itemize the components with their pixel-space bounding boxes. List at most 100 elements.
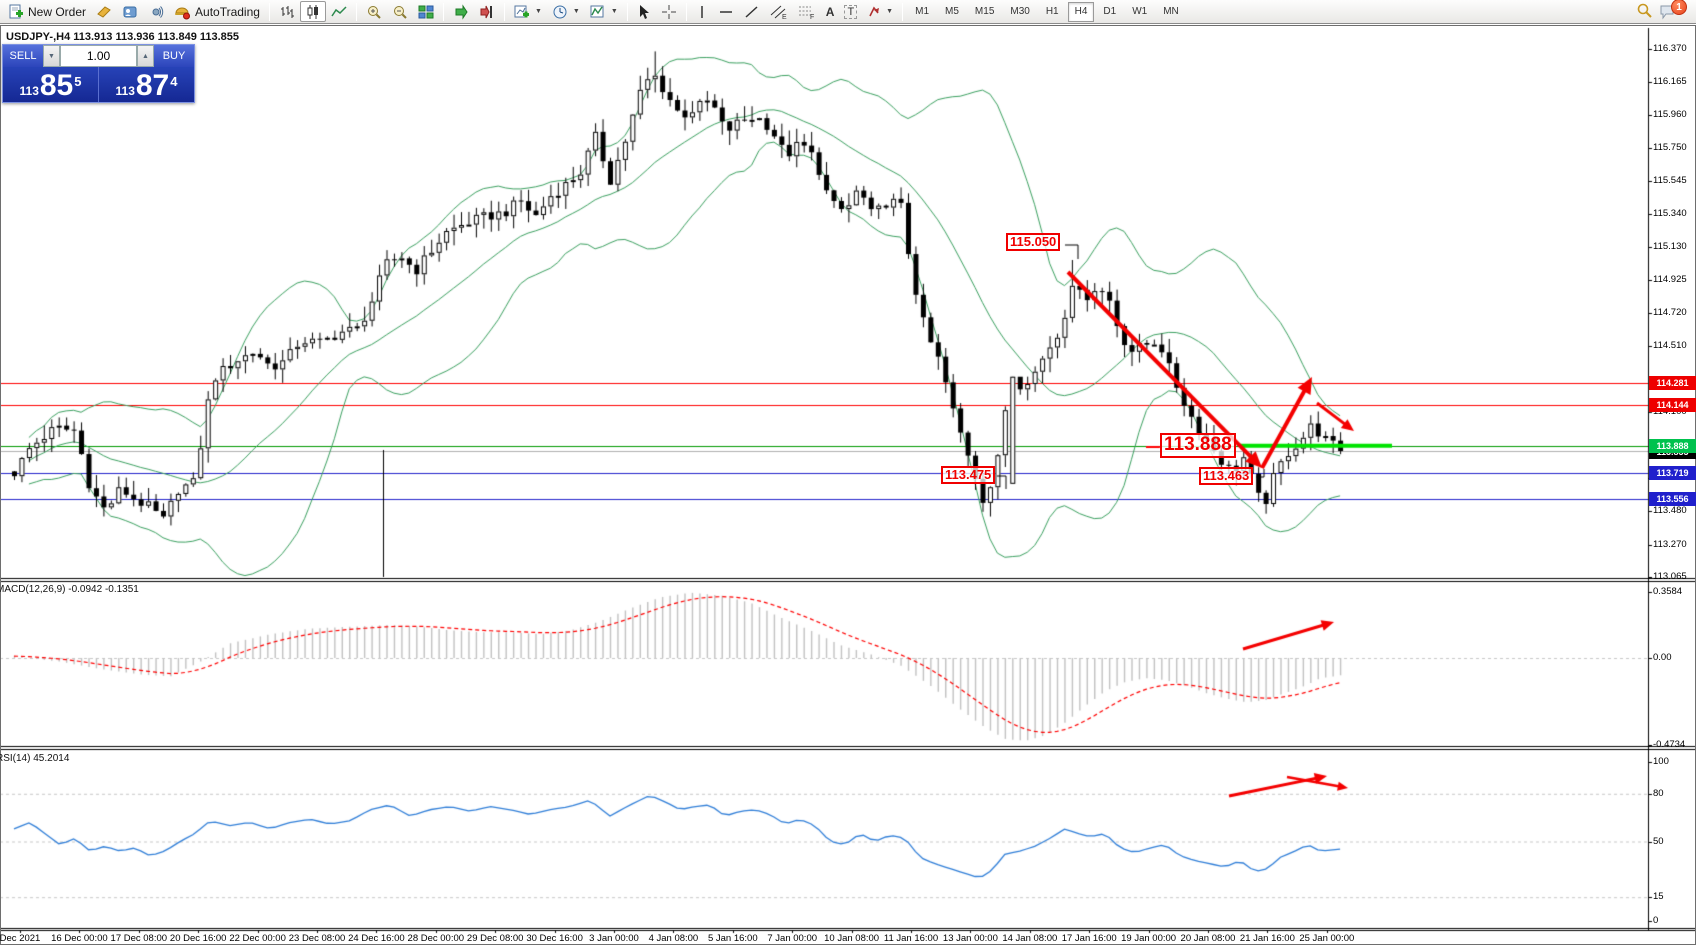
price-tick: 113.480 [1653, 504, 1687, 516]
time-label: 5 Jan 16:00 [707, 933, 758, 944]
new-order-icon [8, 4, 24, 20]
chat-icon[interactable]: 1 [1659, 0, 1687, 20]
auto-scroll-button[interactable] [448, 1, 474, 22]
price-tick: 115.130 [1653, 241, 1687, 253]
price-annotation[interactable]: 113.475 [941, 466, 996, 485]
templates-dropdown[interactable]: ▼ [585, 1, 623, 22]
time-label: 7 Jan 00:00 [767, 933, 818, 944]
time-label: 25 Jan 00:00 [1299, 933, 1355, 944]
timeframe-MN[interactable]: MN [1163, 6, 1179, 17]
macd-tick: 0.00 [1653, 652, 1672, 663]
time-label: 23 Dec 08:00 [288, 933, 346, 944]
channel-icon: E [770, 4, 788, 20]
candlestick-chart-button[interactable] [299, 1, 326, 22]
price-tick: 116.165 [1653, 75, 1687, 87]
time-label: 13 Jan 00:00 [942, 933, 998, 944]
signal-icon [148, 4, 164, 20]
price-annotation[interactable]: 115.050 [1006, 233, 1061, 252]
rsi-tick: 15 [1653, 891, 1664, 903]
chart-title: USDJPY-,H4 113.913 113.936 113.849 113.8… [6, 31, 240, 43]
time-label: 17 Jan 16:00 [1061, 933, 1117, 944]
notification-badge[interactable]: 1 [1671, 0, 1687, 15]
zoom-in-button[interactable] [361, 1, 387, 22]
new-order-button[interactable]: New Order [3, 1, 91, 22]
price-tick: 113.065 [1653, 571, 1687, 583]
timeframe-H4[interactable]: H4 [1067, 1, 1095, 22]
timeframe-D1[interactable]: D1 [1103, 6, 1117, 17]
equidistant-channel-tool[interactable]: E [765, 1, 793, 22]
search-icon[interactable] [1636, 2, 1653, 22]
profiles-button[interactable] [117, 1, 143, 22]
timeframe-M15[interactable]: M15 [974, 6, 995, 17]
expert-icon [96, 4, 112, 20]
expert-advisors-button[interactable] [91, 1, 117, 22]
svg-text:E: E [782, 14, 787, 20]
trendline-tool[interactable] [739, 1, 765, 22]
price-tick: 114.925 [1653, 273, 1687, 285]
rsi-tick: 100 [1653, 756, 1669, 767]
text-label-tool[interactable]: T [839, 1, 862, 22]
bar-chart-button[interactable] [274, 1, 300, 22]
time-label: 30 Dec 16:00 [526, 933, 583, 944]
timeframe-M1[interactable]: M1 [915, 6, 930, 17]
zoom-out-button[interactable] [387, 1, 413, 22]
volume-input[interactable]: 1.00 [60, 45, 137, 67]
timeframe-M30[interactable]: M30 [1010, 6, 1030, 17]
crosshair-tool-button[interactable] [656, 1, 682, 22]
sell-button[interactable]: SELL [3, 45, 43, 67]
buy-price[interactable]: 113 87 4 [99, 67, 194, 102]
toolbar: New Order AutoTrading ▼ ▼ ▼ [0, 0, 1696, 24]
line-chart-button[interactable] [326, 1, 352, 22]
price-badge: 114.144 [1649, 398, 1696, 412]
tile-windows-button[interactable] [413, 1, 439, 22]
price-tick: 115.960 [1653, 108, 1687, 120]
time-label: 28 Dec 00:00 [407, 933, 465, 944]
sell-price[interactable]: 113 85 5 [3, 67, 99, 102]
svg-text:F: F [810, 14, 814, 20]
price-annotation[interactable]: 113.888 [1160, 433, 1236, 458]
fibonacci-tool[interactable]: F [793, 1, 821, 22]
timeframe-M5[interactable]: M5 [945, 6, 959, 17]
macd-tick: 0.3584 [1653, 586, 1683, 598]
volume-decrease-button[interactable]: ▼ [43, 45, 60, 67]
buy-price-big: 87 [135, 69, 170, 102]
vertical-line-tool[interactable] [691, 1, 713, 22]
horizontal-line-tool[interactable] [713, 1, 739, 22]
crosshair-icon [661, 4, 677, 20]
timeframe-W1[interactable]: W1 [1132, 6, 1148, 17]
buy-button[interactable]: BUY [154, 45, 194, 67]
trendline-icon [744, 4, 760, 20]
volume-increase-button[interactable]: ▲ [137, 45, 154, 67]
rsi-tick: 0 [1653, 915, 1659, 926]
signals-button[interactable] [143, 1, 169, 22]
autotrading-button[interactable]: AutoTrading [169, 1, 265, 22]
fibonacci-icon: F [798, 4, 816, 20]
time-label: 19 Jan 00:00 [1121, 933, 1177, 944]
chart-shift-button[interactable] [474, 1, 500, 22]
time-label: 22 Dec 00:00 [229, 933, 286, 944]
text-tool-icon: A [825, 4, 835, 19]
time-label: 16 Dec 00:00 [51, 933, 108, 944]
rsi-label: RSI(14) 45.2014 [0, 753, 70, 764]
time-label: 20 Dec 16:00 [169, 933, 227, 944]
caret-down-icon: ▼ [886, 8, 894, 15]
cursor-tool-button[interactable] [632, 1, 656, 22]
price-badge: 114.281 [1649, 376, 1696, 390]
price-tick: 115.750 [1653, 142, 1687, 154]
price-tick: 116.370 [1653, 43, 1687, 54]
timeframe-H1[interactable]: H1 [1045, 6, 1059, 17]
price-tick: 114.720 [1653, 306, 1687, 318]
arrows-dropdown[interactable]: ▼ [862, 1, 898, 22]
time-label: 14 Jan 08:00 [1002, 933, 1058, 944]
sell-price-big: 85 [39, 69, 74, 102]
time-label: 10 Jan 08:00 [824, 933, 880, 944]
price-badge: 113.556 [1649, 492, 1696, 506]
bar-chart-icon [279, 4, 295, 20]
period-dropdown[interactable]: ▼ [547, 1, 585, 22]
new-chart-dropdown[interactable]: ▼ [509, 1, 547, 22]
text-tool[interactable]: A [821, 1, 840, 22]
price-tick: 115.340 [1653, 207, 1687, 219]
price-annotation[interactable]: 113.463 [1199, 467, 1254, 486]
autotrading-label: AutoTrading [195, 4, 260, 19]
